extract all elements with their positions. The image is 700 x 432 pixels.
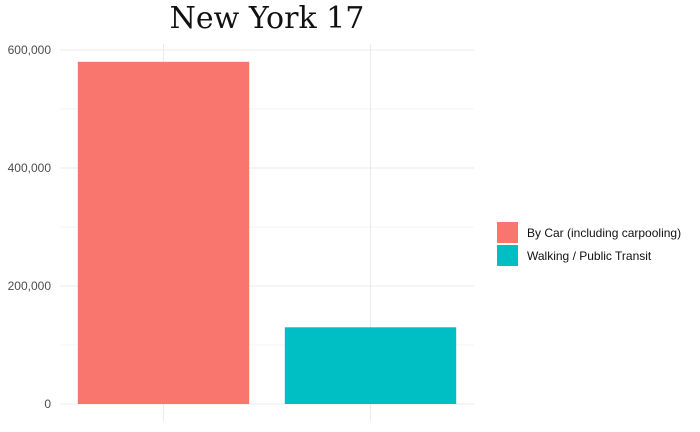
y-axis-ticks: 0 200,000 400,000 600,000 [8,43,52,411]
chart-title: New York 17 [169,1,365,36]
bar-1 [284,327,457,404]
legend: By Car (including carpooling) Walking / … [497,221,681,267]
y-tick-label: 400,000 [8,161,52,175]
y-tick-label: 600,000 [8,43,52,57]
bar-0 [77,61,250,405]
y-tick-label: 0 [44,397,51,411]
legend-item-transit: Walking / Public Transit [497,244,681,267]
legend-label-transit: Walking / Public Transit [527,248,652,263]
bars [77,61,457,405]
y-tick-label: 200,000 [8,279,52,293]
legend-item-car: By Car (including carpooling) [497,221,681,244]
legend-label-car: By Car (including carpooling) [527,225,682,240]
legend-key-car [497,222,518,243]
legend-key-transit [497,245,518,266]
